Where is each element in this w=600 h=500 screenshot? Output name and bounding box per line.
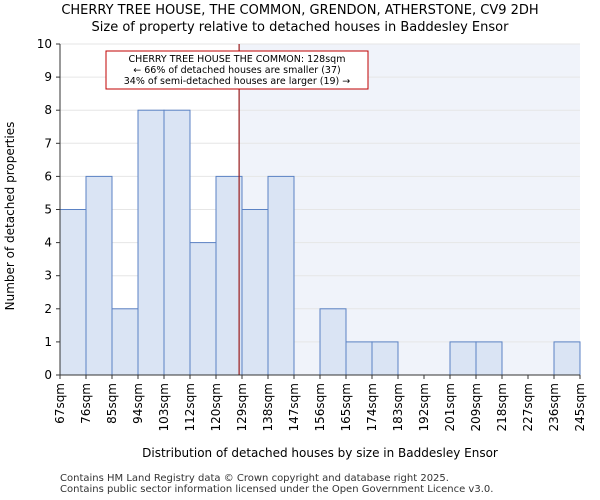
histogram-bar <box>215 175 243 376</box>
y-axis-label: Number of detached properties <box>3 122 17 311</box>
x-tick-label: 174sqm <box>365 383 379 431</box>
footer-copyright: Contains HM Land Registry data © Crown c… <box>60 473 449 484</box>
y-tick-label: 4 <box>44 236 52 250</box>
x-tick-label: 129sqm <box>235 383 249 431</box>
x-tick-label: 94sqm <box>131 383 145 424</box>
x-tick-label: 138sqm <box>261 383 275 431</box>
y-tick-label: 2 <box>44 302 52 316</box>
x-tick-label: 103sqm <box>157 383 171 431</box>
histogram-bar <box>345 341 373 376</box>
x-tick-label: 245sqm <box>573 383 587 431</box>
x-tick-label: 120sqm <box>209 383 223 431</box>
histogram-chart: 0 1 2 3 4 5 6 7 8 9 10 67sqm 76sqm 85sqm 94sqm 103sqm 11… <box>3 37 587 460</box>
histogram-bar <box>241 209 269 376</box>
x-tick-label: 165sqm <box>339 383 353 431</box>
x-tick-label: 192sqm <box>417 383 431 431</box>
x-tick-label: 236sqm <box>547 383 561 431</box>
x-tick-label: 147sqm <box>287 383 301 431</box>
annotation-border <box>105 50 369 90</box>
histogram-bar <box>59 209 87 376</box>
histogram-bar <box>85 175 113 376</box>
annotation-box: CHERRY TREE HOUSE THE COMMON: 128sqm ← 6… <box>105 50 369 90</box>
y-tick-label: 10 <box>37 37 52 51</box>
histogram-bar <box>189 242 217 376</box>
chart-subtitle: Size of property relative to detached ho… <box>91 20 509 35</box>
annotation-line-1: CHERRY TREE HOUSE THE COMMON: 128sqm <box>129 54 346 65</box>
x-axis-label: Distribution of detached houses by size … <box>142 446 498 460</box>
x-tick-label: 218sqm <box>495 383 509 431</box>
histogram-bar <box>163 109 191 376</box>
y-tick-label: 3 <box>44 269 52 283</box>
y-tick-label: 7 <box>44 136 52 150</box>
x-tick-label: 156sqm <box>313 383 327 431</box>
x-tick-label: 67sqm <box>53 383 67 424</box>
y-tick-label: 5 <box>44 203 52 217</box>
histogram-bar <box>449 341 477 376</box>
histogram-bar <box>267 175 295 376</box>
y-tick-label: 6 <box>44 169 52 183</box>
x-tick-label: 183sqm <box>391 383 405 431</box>
histogram-bar <box>371 341 399 376</box>
histogram-bar <box>137 109 165 376</box>
y-tick-label: 8 <box>44 103 52 117</box>
histogram-bar <box>475 341 503 376</box>
x-tick-label: 76sqm <box>79 383 93 424</box>
y-tick-label: 0 <box>44 368 52 382</box>
x-tick-label: 85sqm <box>105 383 119 424</box>
annotation-line-3: 34% of semi-detached houses are larger (… <box>124 76 351 87</box>
x-tick-label: 201sqm <box>443 383 457 431</box>
x-tick-label: 112sqm <box>183 383 197 431</box>
y-tick-label: 9 <box>44 70 52 84</box>
x-tick-label: 209sqm <box>469 383 483 431</box>
histogram-bar <box>553 341 581 376</box>
annotation-line-2: ← 66% of detached houses are smaller (37… <box>133 65 340 76</box>
histogram-bar <box>111 308 139 376</box>
y-tick-label: 1 <box>44 335 52 349</box>
histogram-bar <box>319 308 347 376</box>
footer-licence: Contains public sector information licen… <box>60 484 494 495</box>
x-tick-label: 227sqm <box>521 383 535 431</box>
chart-title: CHERRY TREE HOUSE, THE COMMON, GRENDON, … <box>61 3 539 18</box>
